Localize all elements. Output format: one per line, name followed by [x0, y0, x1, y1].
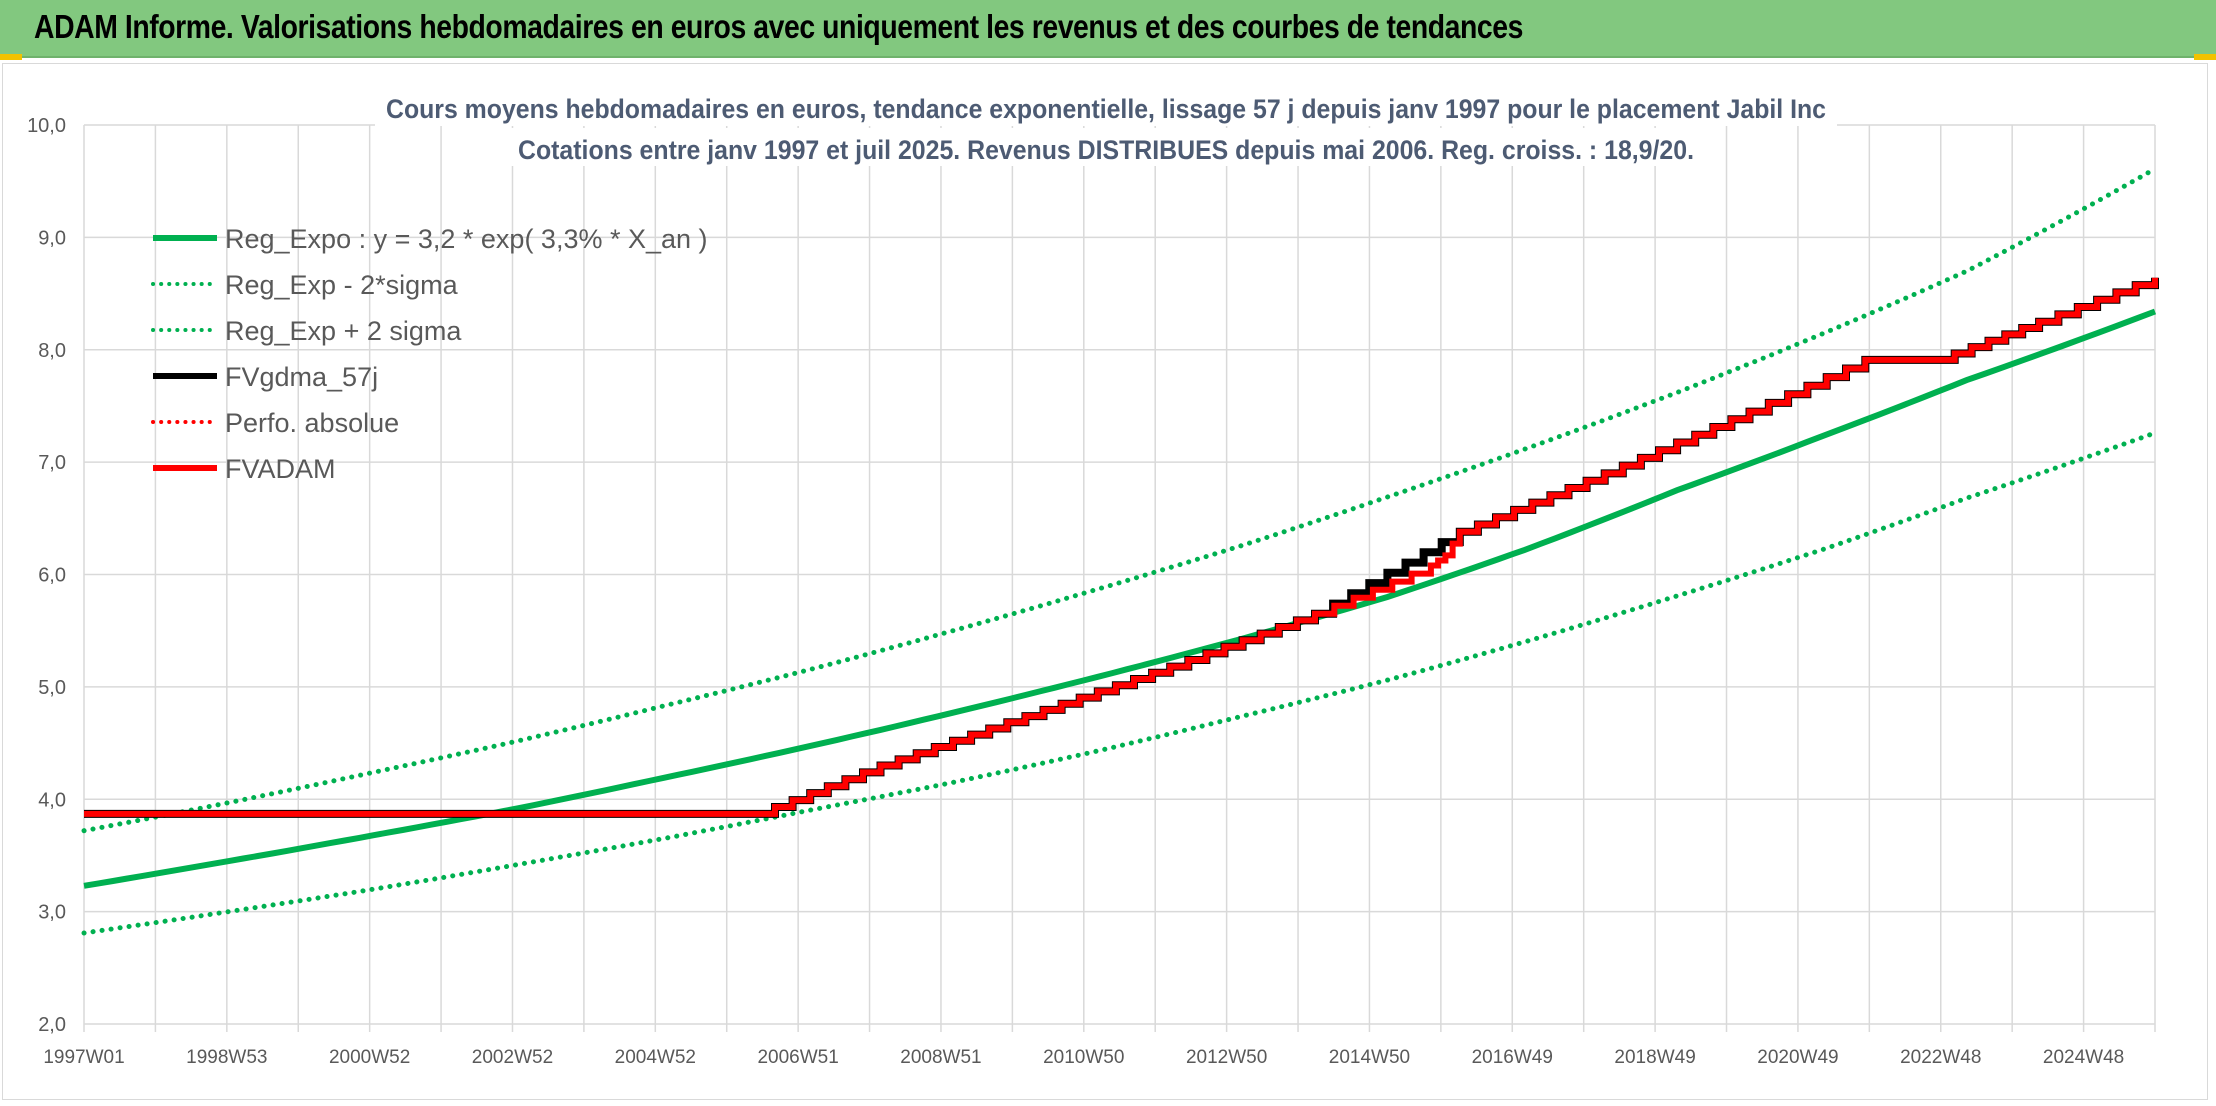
legend-label: Reg_Expo : y = 3,2 * exp( 3,3% * X_an )	[225, 224, 708, 254]
chart-area: Cours moyens hebdomadaires en euros, ten…	[2, 63, 2208, 1100]
x-axis-ticks: 1997W01 1998W53 2000W52 2002W52 2004W52 2006W…	[43, 1047, 2124, 1068]
y-tick-label: 6,0	[38, 565, 66, 587]
title-line1-bg	[375, 88, 1837, 126]
series-reg-expo	[83, 308, 2157, 889]
y-tick-label: 8,0	[38, 340, 66, 362]
series-layer	[81, 166, 2159, 936]
legend-label: FVADAM	[225, 454, 336, 484]
x-tick-label: 2014W50	[1329, 1047, 1410, 1068]
series-fvgdma-57j	[84, 277, 2159, 818]
report-header: ADAM Informe. Valorisations hebdomadaire…	[0, 0, 2216, 58]
x-tick-label: 2004W52	[615, 1047, 696, 1068]
y-tick-label: 4,0	[38, 789, 66, 811]
x-tick-label: 2024W48	[2043, 1047, 2124, 1068]
corner-mark-left	[0, 54, 22, 60]
legend-label: FVgdma_57j	[225, 362, 378, 392]
chart-title-line1: Cours moyens hebdomadaires en euros, ten…	[386, 94, 1826, 124]
x-tick-label: 2010W50	[1043, 1047, 1124, 1068]
legend: Reg_Expo : y = 3,2 * exp( 3,3% * X_an ) R…	[151, 224, 708, 484]
y-tick-label: 9,0	[38, 227, 66, 249]
x-tick-label: 2016W49	[1472, 1047, 1553, 1068]
chart-svg: Cours moyens hebdomadaires en euros, ten…	[27, 88, 2159, 1068]
series-fvadam	[84, 277, 2158, 817]
x-tick-label: 2012W50	[1186, 1047, 1267, 1068]
legend-label: Reg_Exp + 2 sigma	[225, 316, 462, 346]
y-tick-label: 7,0	[38, 452, 66, 474]
x-tick-label: 2018W49	[1614, 1047, 1695, 1068]
y-tick-label: 3,0	[38, 902, 66, 924]
x-tick-label: 2008W51	[900, 1047, 981, 1068]
x-tick-label: 1997W01	[43, 1047, 124, 1068]
x-tick-label: 2020W49	[1757, 1047, 1838, 1068]
y-tick-label: 5,0	[38, 677, 66, 699]
x-tick-label: 2000W52	[329, 1047, 410, 1068]
y-axis-ticks: 2,0 3,0 4,0 5,0 6,0 7,0 8,0 9,0 10,0	[27, 115, 66, 1036]
series-reg-plus-2sigma	[81, 166, 2158, 834]
title-line2-bg	[508, 128, 1703, 166]
legend-label: Reg_Exp - 2*sigma	[225, 270, 459, 300]
series-reg-minus-2sigma	[81, 430, 2158, 936]
corner-mark-right	[2194, 54, 2216, 60]
y-tick-label: 10,0	[27, 115, 66, 137]
x-tick-label: 2022W48	[1900, 1047, 1981, 1068]
x-tick-label: 2002W52	[472, 1047, 553, 1068]
x-tick-label: 1998W53	[186, 1047, 267, 1068]
grid-layer	[83, 124, 2156, 1032]
y-tick-label: 2,0	[38, 1014, 66, 1036]
chart-title-line2: Cotations entre janv 1997 et juil 2025. …	[518, 135, 1694, 165]
legend-label: Perfo. absolue	[225, 408, 399, 438]
x-tick-label: 2006W51	[757, 1047, 838, 1068]
report-title: ADAM Informe. Valorisations hebdomadaire…	[34, 8, 1523, 45]
